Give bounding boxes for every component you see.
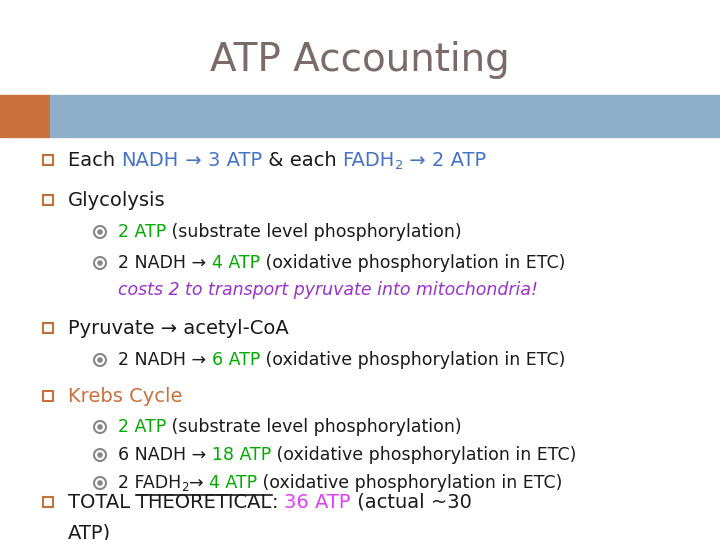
Text: FADH: FADH bbox=[343, 151, 395, 170]
Text: 2 NADH →: 2 NADH → bbox=[118, 254, 212, 272]
Text: Glycolysis: Glycolysis bbox=[68, 191, 166, 210]
Bar bbox=[43, 195, 53, 205]
Bar bbox=[43, 155, 53, 165]
Text: (oxidative phosphorylation in ETC): (oxidative phosphorylation in ETC) bbox=[260, 254, 565, 272]
Text: 6 NADH →: 6 NADH → bbox=[118, 446, 212, 464]
Circle shape bbox=[98, 481, 102, 485]
Text: →: → bbox=[403, 151, 432, 170]
Text: & each: & each bbox=[261, 151, 343, 170]
Text: 2: 2 bbox=[181, 481, 189, 494]
Text: (substrate level phosphorylation): (substrate level phosphorylation) bbox=[166, 223, 462, 241]
Circle shape bbox=[98, 261, 102, 265]
Text: (oxidative phosphorylation in ETC): (oxidative phosphorylation in ETC) bbox=[257, 474, 562, 492]
Text: (substrate level phosphorylation): (substrate level phosphorylation) bbox=[166, 418, 462, 436]
Text: (oxidative phosphorylation in ETC): (oxidative phosphorylation in ETC) bbox=[271, 446, 576, 464]
Text: 4 ATP: 4 ATP bbox=[212, 254, 260, 272]
Text: NADH: NADH bbox=[122, 151, 179, 170]
Text: Each: Each bbox=[68, 151, 122, 170]
Text: costs 2 to transport pyruvate into mitochondria!: costs 2 to transport pyruvate into mitoc… bbox=[118, 281, 538, 299]
Text: ATP): ATP) bbox=[68, 523, 111, 540]
Text: :: : bbox=[271, 492, 284, 511]
Text: 2 ATP: 2 ATP bbox=[118, 223, 166, 241]
Bar bbox=[50, 95, 720, 137]
Text: Krebs Cycle: Krebs Cycle bbox=[68, 387, 182, 406]
Text: 2 NADH →: 2 NADH → bbox=[118, 351, 212, 369]
Text: 4 ATP: 4 ATP bbox=[209, 474, 257, 492]
Text: 2 ATP: 2 ATP bbox=[432, 151, 486, 170]
Text: Pyruvate → acetyl-CoA: Pyruvate → acetyl-CoA bbox=[68, 319, 289, 338]
Text: 2 FADH: 2 FADH bbox=[118, 474, 181, 492]
Text: →: → bbox=[179, 151, 207, 170]
Text: (actual ~30: (actual ~30 bbox=[351, 492, 472, 511]
Text: TOTAL: TOTAL bbox=[68, 492, 136, 511]
Text: ATP Accounting: ATP Accounting bbox=[210, 41, 510, 79]
Circle shape bbox=[98, 358, 102, 362]
Text: 2 ATP: 2 ATP bbox=[118, 418, 166, 436]
Text: 36 ATP: 36 ATP bbox=[284, 492, 351, 511]
Text: 3 ATP: 3 ATP bbox=[207, 151, 261, 170]
Circle shape bbox=[98, 453, 102, 457]
Text: 18 ATP: 18 ATP bbox=[212, 446, 271, 464]
Text: THEORETICAL: THEORETICAL bbox=[136, 492, 271, 511]
Bar bbox=[0, 95, 50, 137]
Bar bbox=[43, 497, 53, 507]
Text: 6 ATP: 6 ATP bbox=[212, 351, 260, 369]
Text: (oxidative phosphorylation in ETC): (oxidative phosphorylation in ETC) bbox=[260, 351, 565, 369]
Text: →: → bbox=[189, 474, 209, 492]
Circle shape bbox=[98, 425, 102, 429]
Text: 2: 2 bbox=[395, 159, 403, 172]
Bar bbox=[43, 323, 53, 333]
Bar bbox=[43, 391, 53, 401]
Circle shape bbox=[98, 230, 102, 234]
